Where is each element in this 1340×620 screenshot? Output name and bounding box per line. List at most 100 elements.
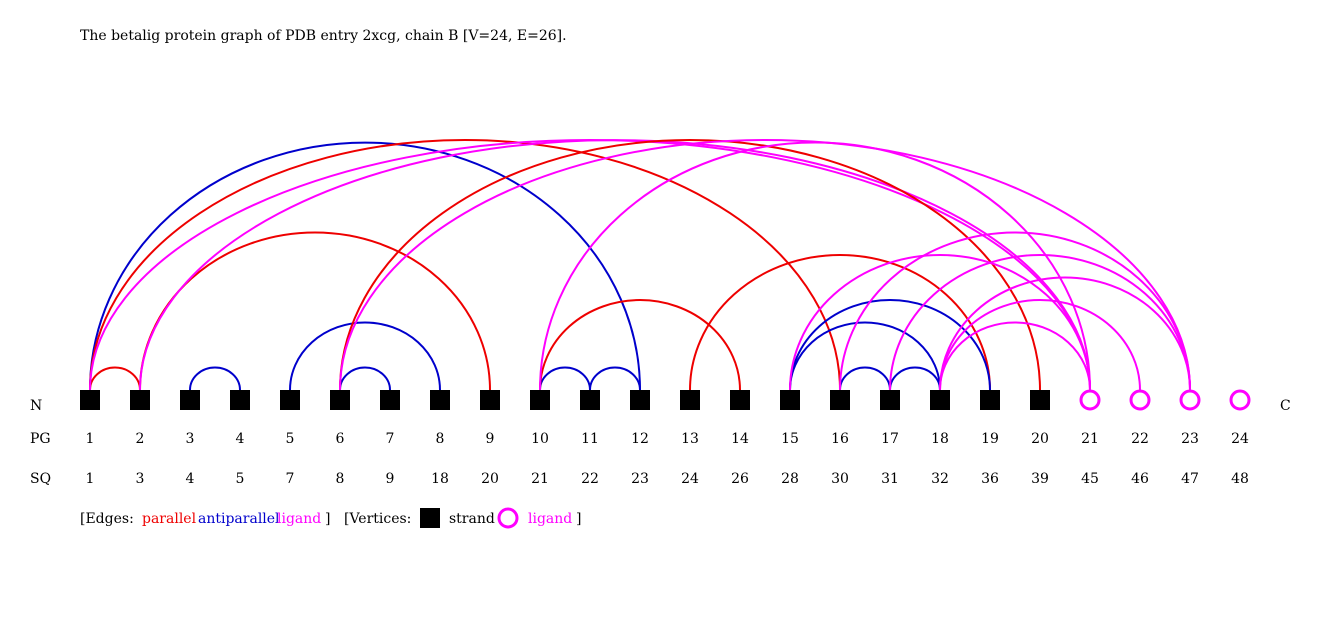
edge-ligand-2-21 — [139, 139, 1091, 391]
edge-antiparallel-10-11 — [539, 366, 591, 391]
pg-label-16: 16 — [831, 431, 849, 447]
edge-antiparallel-11-12 — [589, 366, 641, 391]
legend: [Edges: parallel antiparallel ligand ] [… — [80, 507, 581, 529]
vertex-strand-9 — [480, 390, 500, 410]
pg-label-8: 8 — [436, 431, 445, 447]
sq-label-19: 36 — [981, 471, 999, 487]
edge-antiparallel-1-12 — [89, 141, 641, 391]
pg-label-1: 1 — [86, 431, 95, 447]
sq-label-8: 18 — [431, 471, 449, 487]
pg-label-9: 9 — [486, 431, 495, 447]
vertex-strand-18 — [930, 390, 950, 410]
pg-label-24: 24 — [1231, 431, 1249, 447]
vertex-strand-14 — [730, 390, 750, 410]
edges-layer — [89, 139, 1191, 391]
sq-label-21: 45 — [1081, 471, 1099, 487]
pg-label-18: 18 — [931, 431, 949, 447]
sq-label-1: 1 — [86, 471, 95, 487]
sq-label-7: 9 — [386, 471, 395, 487]
sq-label-4: 5 — [236, 471, 245, 487]
vertex-strand-1 — [80, 390, 100, 410]
vertices-layer — [80, 389, 1251, 411]
legend-antiparallel: antiparallel — [198, 511, 280, 527]
pg-label-21: 21 — [1081, 431, 1099, 447]
edge-parallel-6-20 — [339, 139, 1041, 391]
sq-label-22: 46 — [1131, 471, 1149, 487]
vertex-strand-4 — [230, 390, 250, 410]
vertex-strand-6 — [330, 390, 350, 410]
pg-label-4: 4 — [236, 431, 245, 447]
pg-label-11: 11 — [581, 431, 599, 447]
sq-label-11: 22 — [581, 471, 599, 487]
labels-layer: 1123344557687981892010211122122313241426… — [86, 431, 1249, 487]
pg-label-7: 7 — [386, 431, 395, 447]
pg-label-22: 22 — [1131, 431, 1149, 447]
vertex-strand-12 — [630, 390, 650, 410]
edge-parallel-13-19 — [689, 254, 991, 391]
edge-ligand-18-23 — [939, 276, 1191, 391]
edge-antiparallel-3-4 — [189, 366, 241, 391]
sq-label-9: 20 — [481, 471, 499, 487]
vertex-strand-7 — [380, 390, 400, 410]
sq-label-10: 21 — [531, 471, 549, 487]
edge-parallel-2-9 — [139, 231, 491, 391]
pg-label-5: 5 — [286, 431, 295, 447]
graph-title: The betalig protein graph of PDB entry 2… — [80, 28, 567, 44]
sq-label-2: 3 — [136, 471, 145, 487]
edge-parallel-10-14 — [539, 299, 741, 391]
legend-close-edges: ] — [325, 511, 330, 527]
pg-label-20: 20 — [1031, 431, 1049, 447]
edge-antiparallel-16-17 — [839, 366, 891, 391]
pg-row-label: PG — [30, 431, 51, 447]
vertex-ligand-23 — [1179, 389, 1201, 411]
sq-label-17: 31 — [881, 471, 899, 487]
pg-label-15: 15 — [781, 431, 799, 447]
pg-label-23: 23 — [1181, 431, 1199, 447]
edge-ligand-6-23 — [339, 139, 1191, 391]
vertex-strand-10 — [530, 390, 550, 410]
pg-label-17: 17 — [881, 431, 899, 447]
pg-label-12: 12 — [631, 431, 649, 447]
vertex-strand-16 — [830, 390, 850, 410]
sq-label-15: 28 — [781, 471, 799, 487]
legend-strand: strand — [449, 511, 495, 527]
legend-ligand-edge: ligand — [277, 511, 321, 527]
edge-ligand-17-23 — [889, 254, 1191, 391]
sq-label-23: 47 — [1181, 471, 1199, 487]
vertex-strand-17 — [880, 390, 900, 410]
sq-label-18: 32 — [931, 471, 949, 487]
sq-label-16: 30 — [831, 471, 849, 487]
legend-parallel: parallel — [142, 511, 197, 527]
edge-antiparallel-15-18 — [789, 321, 941, 391]
vertex-strand-2 — [130, 390, 150, 410]
edge-ligand-18-21 — [939, 321, 1091, 391]
legend-strand-square — [420, 508, 440, 528]
legend-vertices-label: [Vertices: — [344, 511, 411, 527]
edge-antiparallel-17-18 — [889, 366, 941, 391]
pg-label-3: 3 — [186, 431, 195, 447]
sq-label-12: 23 — [631, 471, 649, 487]
edge-ligand-18-22 — [939, 299, 1141, 391]
edge-parallel-1-2 — [89, 366, 141, 391]
sq-label-6: 8 — [336, 471, 345, 487]
sq-label-14: 26 — [731, 471, 749, 487]
legend-ligand-vertex: ligand — [528, 511, 572, 527]
sq-label-13: 24 — [681, 471, 699, 487]
pg-label-19: 19 — [981, 431, 999, 447]
c-terminus-label: C — [1280, 398, 1291, 414]
edge-antiparallel-5-8 — [289, 321, 441, 391]
vertex-ligand-24 — [1229, 389, 1251, 411]
pg-label-10: 10 — [531, 431, 549, 447]
sq-label-3: 4 — [186, 471, 195, 487]
vertex-strand-11 — [580, 390, 600, 410]
sq-label-5: 7 — [286, 471, 295, 487]
legend-edges-label: [Edges: — [80, 511, 134, 527]
vertex-strand-15 — [780, 390, 800, 410]
edge-ligand-15-21 — [789, 254, 1091, 391]
edge-parallel-1-16 — [89, 139, 841, 391]
edge-antiparallel-6-7 — [339, 366, 391, 391]
vertex-strand-3 — [180, 390, 200, 410]
vertex-strand-5 — [280, 390, 300, 410]
sq-label-24: 48 — [1231, 471, 1249, 487]
